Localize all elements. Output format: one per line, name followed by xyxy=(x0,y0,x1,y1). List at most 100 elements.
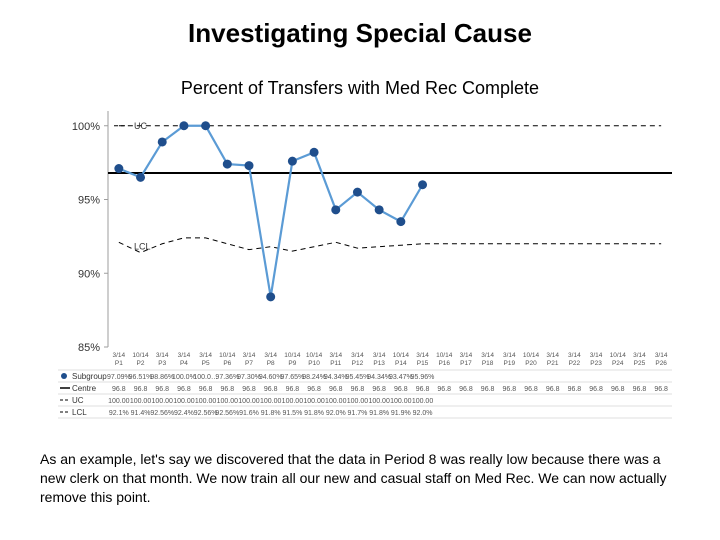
caption-text: As an example, let's say we discovered t… xyxy=(40,450,680,507)
chart-svg: 85%90%95%100%UCLCL3/14P110/14P23/14P33/1… xyxy=(40,105,680,425)
svg-text:P25: P25 xyxy=(634,360,646,367)
svg-text:100.00: 100.00 xyxy=(282,398,304,405)
svg-text:96.8: 96.8 xyxy=(264,386,278,393)
svg-text:96.8: 96.8 xyxy=(286,386,300,393)
svg-text:10/14: 10/14 xyxy=(393,352,410,359)
svg-text:10/14: 10/14 xyxy=(523,352,540,359)
svg-text:P17: P17 xyxy=(460,360,472,367)
svg-text:96.8: 96.8 xyxy=(568,386,582,393)
svg-text:100.00: 100.00 xyxy=(412,398,434,405)
svg-text:91.8%: 91.8% xyxy=(261,410,281,417)
svg-text:10/14: 10/14 xyxy=(219,352,236,359)
svg-text:100.00: 100.00 xyxy=(238,398,260,405)
svg-text:P16: P16 xyxy=(438,360,450,367)
svg-text:96.8: 96.8 xyxy=(199,386,213,393)
svg-text:92.56%: 92.56% xyxy=(215,410,239,417)
svg-text:100.00: 100.00 xyxy=(152,398,174,405)
svg-text:97.30%: 97.30% xyxy=(237,374,261,381)
svg-text:93.47%: 93.47% xyxy=(389,374,413,381)
svg-text:91.9%: 91.9% xyxy=(391,410,411,417)
svg-text:3/14: 3/14 xyxy=(199,352,212,359)
svg-text:94.34%: 94.34% xyxy=(324,374,348,381)
svg-text:P11: P11 xyxy=(330,360,341,367)
svg-text:90%: 90% xyxy=(78,268,100,280)
svg-text:P18: P18 xyxy=(482,360,494,367)
svg-text:96.8: 96.8 xyxy=(155,386,169,393)
svg-text:96.8: 96.8 xyxy=(633,386,647,393)
svg-text:92.56%: 92.56% xyxy=(150,410,174,417)
svg-text:UC: UC xyxy=(134,121,147,131)
svg-text:96.8: 96.8 xyxy=(351,386,365,393)
svg-text:3/14: 3/14 xyxy=(568,352,581,359)
svg-text:3/14: 3/14 xyxy=(416,352,429,359)
svg-text:96.8: 96.8 xyxy=(611,386,625,393)
svg-text:96.8: 96.8 xyxy=(372,386,386,393)
svg-text:92.56%: 92.56% xyxy=(194,410,218,417)
svg-text:94.34%: 94.34% xyxy=(367,374,391,381)
svg-text:96.8: 96.8 xyxy=(437,386,451,393)
svg-text:3/14: 3/14 xyxy=(351,352,364,359)
svg-text:92.4%: 92.4% xyxy=(174,410,194,417)
svg-text:P6: P6 xyxy=(223,360,231,367)
svg-text:P15: P15 xyxy=(417,360,429,367)
svg-text:10/14: 10/14 xyxy=(132,352,149,359)
svg-text:LCL: LCL xyxy=(72,408,87,417)
svg-text:96.8: 96.8 xyxy=(394,386,408,393)
svg-text:3/14: 3/14 xyxy=(264,352,277,359)
svg-text:97.65%: 97.65% xyxy=(281,374,305,381)
svg-text:P24: P24 xyxy=(612,360,624,367)
svg-text:95%: 95% xyxy=(78,195,100,207)
svg-text:P20: P20 xyxy=(525,360,537,367)
svg-text:96.8: 96.8 xyxy=(329,386,343,393)
svg-text:100.00: 100.00 xyxy=(260,398,282,405)
svg-text:97.36%: 97.36% xyxy=(215,374,239,381)
svg-text:3/14: 3/14 xyxy=(481,352,494,359)
svg-text:3/14: 3/14 xyxy=(633,352,646,359)
svg-text:91.7%: 91.7% xyxy=(348,410,368,417)
svg-text:96.8: 96.8 xyxy=(481,386,495,393)
svg-text:91.5%: 91.5% xyxy=(282,410,302,417)
svg-text:P9: P9 xyxy=(288,360,296,367)
svg-text:P8: P8 xyxy=(267,360,275,367)
control-chart: 85%90%95%100%UCLCL3/14P110/14P23/14P33/1… xyxy=(40,105,680,425)
svg-text:100.00: 100.00 xyxy=(108,398,130,405)
svg-text:100.00: 100.00 xyxy=(368,398,390,405)
svg-text:92.1%: 92.1% xyxy=(109,410,129,417)
svg-text:P5: P5 xyxy=(202,360,210,367)
svg-text:P13: P13 xyxy=(373,360,385,367)
svg-text:P22: P22 xyxy=(569,360,581,367)
svg-text:96.8: 96.8 xyxy=(502,386,516,393)
svg-text:3/14: 3/14 xyxy=(590,352,603,359)
svg-text:100.00: 100.00 xyxy=(130,398,152,405)
svg-text:3/14: 3/14 xyxy=(178,352,191,359)
svg-text:96.51%: 96.51% xyxy=(129,374,153,381)
svg-text:3/14: 3/14 xyxy=(373,352,386,359)
svg-text:96.8: 96.8 xyxy=(307,386,321,393)
svg-text:UC: UC xyxy=(72,396,84,405)
svg-text:P12: P12 xyxy=(352,360,364,367)
svg-text:10/14: 10/14 xyxy=(436,352,453,359)
svg-text:Centre: Centre xyxy=(72,384,97,393)
svg-text:3/14: 3/14 xyxy=(243,352,256,359)
svg-text:96.8: 96.8 xyxy=(134,386,148,393)
svg-text:10/14: 10/14 xyxy=(284,352,301,359)
svg-text:3/14: 3/14 xyxy=(655,352,668,359)
svg-text:P2: P2 xyxy=(137,360,145,367)
svg-text:98.86%: 98.86% xyxy=(150,374,174,381)
svg-text:100.00: 100.00 xyxy=(347,398,369,405)
svg-text:100.00: 100.00 xyxy=(303,398,325,405)
svg-text:LCL: LCL xyxy=(134,242,151,252)
svg-text:3/14: 3/14 xyxy=(503,352,516,359)
svg-text:P3: P3 xyxy=(158,360,166,367)
svg-text:92.0%: 92.0% xyxy=(326,410,346,417)
svg-text:P26: P26 xyxy=(655,360,667,367)
chart-subtitle: Percent of Transfers with Med Rec Comple… xyxy=(0,78,720,99)
svg-text:96.8: 96.8 xyxy=(589,386,603,393)
svg-text:91.8%: 91.8% xyxy=(304,410,324,417)
svg-text:3/14: 3/14 xyxy=(329,352,342,359)
svg-text:P23: P23 xyxy=(590,360,602,367)
svg-text:P10: P10 xyxy=(308,360,320,367)
svg-text:100.00: 100.00 xyxy=(217,398,239,405)
svg-text:10/14: 10/14 xyxy=(306,352,323,359)
svg-text:91.6%: 91.6% xyxy=(239,410,259,417)
